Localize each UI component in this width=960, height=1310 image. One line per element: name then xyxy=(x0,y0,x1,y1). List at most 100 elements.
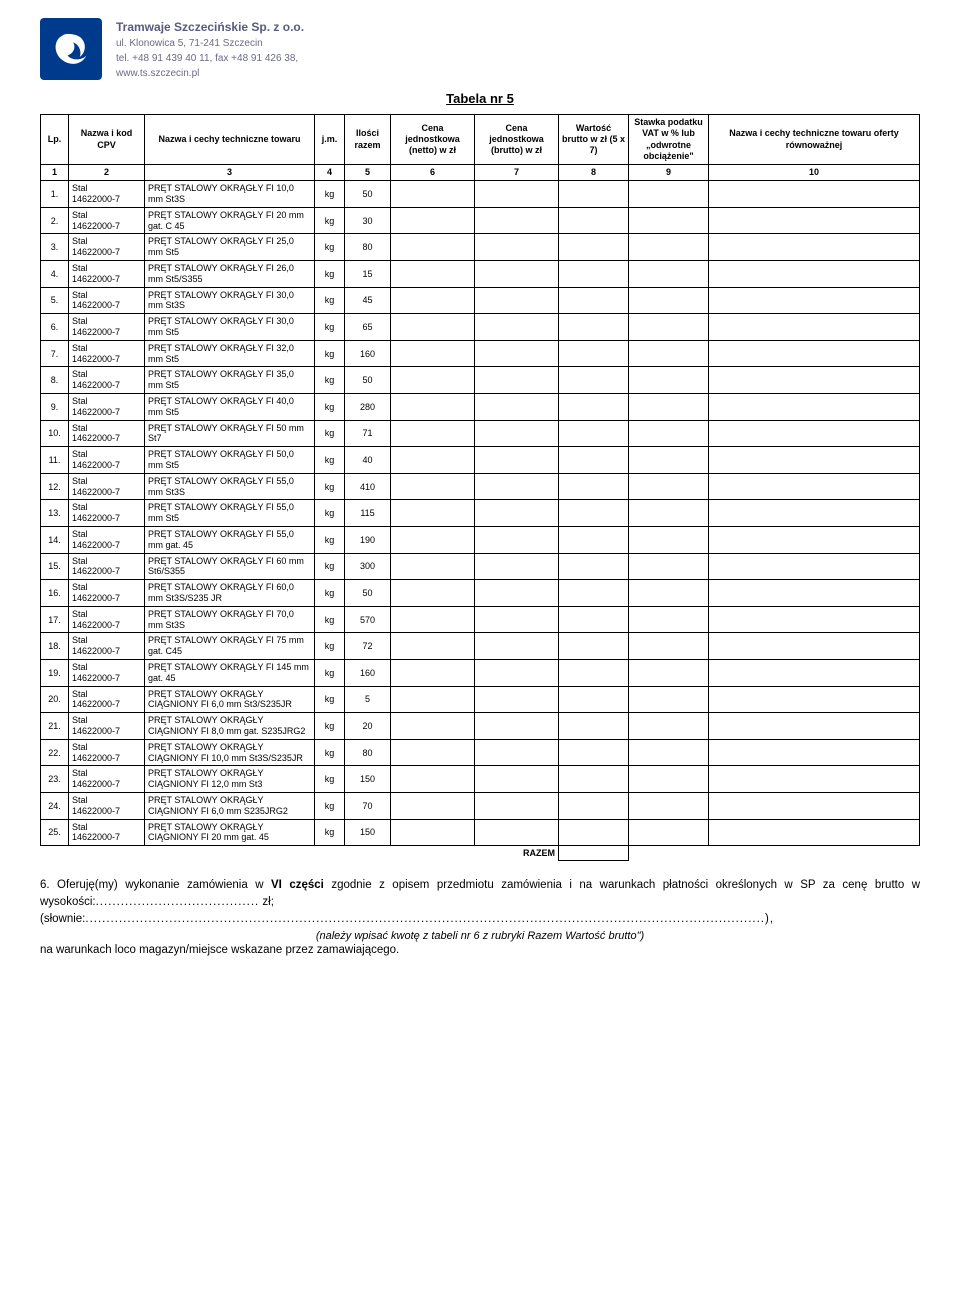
footer-instruction: (należy wpisać kwotę z tabeli nr 6 z rub… xyxy=(40,930,920,942)
cell-equiv xyxy=(709,606,920,633)
cell-jm: kg xyxy=(315,606,345,633)
cell-vat xyxy=(629,207,709,234)
cell-lp: 6. xyxy=(41,314,69,341)
table-body: 1.Stal14622000-7PRĘT STALOWY OKRĄGŁY FI … xyxy=(41,181,920,846)
cell-qty: 80 xyxy=(345,234,391,261)
cell-jm: kg xyxy=(315,686,345,713)
cell-vat xyxy=(629,314,709,341)
cell-lp: 16. xyxy=(41,580,69,607)
cell-cpv: Stal14622000-7 xyxy=(69,261,145,288)
cell-net xyxy=(391,207,475,234)
cell-cpv: Stal14622000-7 xyxy=(69,553,145,580)
cell-vat xyxy=(629,819,709,846)
cell-gross xyxy=(475,526,559,553)
cell-lp: 19. xyxy=(41,659,69,686)
cell-vat xyxy=(629,261,709,288)
cell-desc: PRĘT STALOWY OKRĄGŁY CIĄGNIONY FI 20 mm … xyxy=(145,819,315,846)
coln-8: 8 xyxy=(559,165,629,181)
cell-cpv: Stal14622000-7 xyxy=(69,713,145,740)
cell-cpv: Stal14622000-7 xyxy=(69,526,145,553)
cell-vat xyxy=(629,394,709,421)
footer-line1-bold: VI części xyxy=(271,879,324,891)
col-lp: Lp. xyxy=(41,115,69,165)
table-row: 9.Stal14622000-7PRĘT STALOWY OKRĄGŁY FI … xyxy=(41,394,920,421)
cell-cpv: Stal14622000-7 xyxy=(69,207,145,234)
table-row: 22.Stal14622000-7PRĘT STALOWY OKRĄGŁY CI… xyxy=(41,739,920,766)
cell-vat xyxy=(629,287,709,314)
cell-jm: kg xyxy=(315,766,345,793)
cell-lp: 23. xyxy=(41,766,69,793)
cell-qty: 190 xyxy=(345,526,391,553)
cell-equiv xyxy=(709,633,920,660)
coln-7: 7 xyxy=(475,165,559,181)
cell-equiv xyxy=(709,420,920,447)
cell-vat xyxy=(629,447,709,474)
cell-net xyxy=(391,473,475,500)
cell-jm: kg xyxy=(315,420,345,447)
cell-desc: PRĘT STALOWY OKRĄGŁY FI 55,0 mm St5 xyxy=(145,500,315,527)
cell-value xyxy=(559,792,629,819)
cell-equiv xyxy=(709,686,920,713)
cell-lp: 7. xyxy=(41,340,69,367)
cell-net xyxy=(391,500,475,527)
cell-net xyxy=(391,606,475,633)
cell-net xyxy=(391,287,475,314)
cell-value xyxy=(559,181,629,208)
cell-jm: kg xyxy=(315,447,345,474)
table-number-row: 1 2 3 4 5 6 7 8 9 10 xyxy=(41,165,920,181)
cell-qty: 70 xyxy=(345,792,391,819)
cell-value xyxy=(559,473,629,500)
cell-gross xyxy=(475,713,559,740)
cell-value xyxy=(559,526,629,553)
cell-jm: kg xyxy=(315,287,345,314)
cell-gross xyxy=(475,553,559,580)
cell-equiv xyxy=(709,739,920,766)
table-row: 7.Stal14622000-7PRĘT STALOWY OKRĄGŁY FI … xyxy=(41,340,920,367)
cell-vat xyxy=(629,181,709,208)
company-web: www.ts.szczecin.pl xyxy=(116,66,304,81)
cell-qty: 45 xyxy=(345,287,391,314)
cell-lp: 13. xyxy=(41,500,69,527)
coln-10: 10 xyxy=(709,165,920,181)
company-address: ul. Klonowica 5, 71-241 Szczecin xyxy=(116,36,304,51)
cell-jm: kg xyxy=(315,367,345,394)
cell-cpv: Stal14622000-7 xyxy=(69,739,145,766)
cell-cpv: Stal14622000-7 xyxy=(69,420,145,447)
table-row: 13.Stal14622000-7PRĘT STALOWY OKRĄGŁY FI… xyxy=(41,500,920,527)
table-row: 6.Stal14622000-7PRĘT STALOWY OKRĄGŁY FI … xyxy=(41,314,920,341)
cell-net xyxy=(391,553,475,580)
table-row: 1.Stal14622000-7PRĘT STALOWY OKRĄGŁY FI … xyxy=(41,181,920,208)
cell-jm: kg xyxy=(315,553,345,580)
cell-jm: kg xyxy=(315,580,345,607)
cell-value xyxy=(559,447,629,474)
cell-gross xyxy=(475,447,559,474)
coln-1: 1 xyxy=(41,165,69,181)
cell-qty: 65 xyxy=(345,314,391,341)
cell-cpv: Stal14622000-7 xyxy=(69,367,145,394)
cell-equiv xyxy=(709,766,920,793)
cell-jm: kg xyxy=(315,181,345,208)
cell-value xyxy=(559,819,629,846)
cell-vat xyxy=(629,367,709,394)
table-row: 10.Stal14622000-7PRĘT STALOWY OKRĄGŁY FI… xyxy=(41,420,920,447)
cell-desc: PRĘT STALOWY OKRĄGŁY FI 50,0 mm St5 xyxy=(145,447,315,474)
letterhead: Tramwaje Szczecińskie Sp. z o.o. ul. Klo… xyxy=(40,18,920,81)
cell-net xyxy=(391,394,475,421)
cell-cpv: Stal14622000-7 xyxy=(69,394,145,421)
table-row: 18.Stal14622000-7PRĘT STALOWY OKRĄGŁY FI… xyxy=(41,633,920,660)
cell-equiv xyxy=(709,340,920,367)
cell-desc: PRĘT STALOWY OKRĄGŁY FI 10,0 mm St3S xyxy=(145,181,315,208)
cell-jm: kg xyxy=(315,473,345,500)
cell-qty: 5 xyxy=(345,686,391,713)
company-info: Tramwaje Szczecińskie Sp. z o.o. ul. Klo… xyxy=(116,18,304,81)
table-row: 21.Stal14622000-7PRĘT STALOWY OKRĄGŁY CI… xyxy=(41,713,920,740)
coln-4: 4 xyxy=(315,165,345,181)
table-row: 14.Stal14622000-7PRĘT STALOWY OKRĄGŁY FI… xyxy=(41,526,920,553)
cell-lp: 24. xyxy=(41,792,69,819)
cell-cpv: Stal14622000-7 xyxy=(69,633,145,660)
cell-value xyxy=(559,367,629,394)
col-jm: j.m. xyxy=(315,115,345,165)
cell-gross xyxy=(475,181,559,208)
cell-gross xyxy=(475,739,559,766)
cell-net xyxy=(391,526,475,553)
